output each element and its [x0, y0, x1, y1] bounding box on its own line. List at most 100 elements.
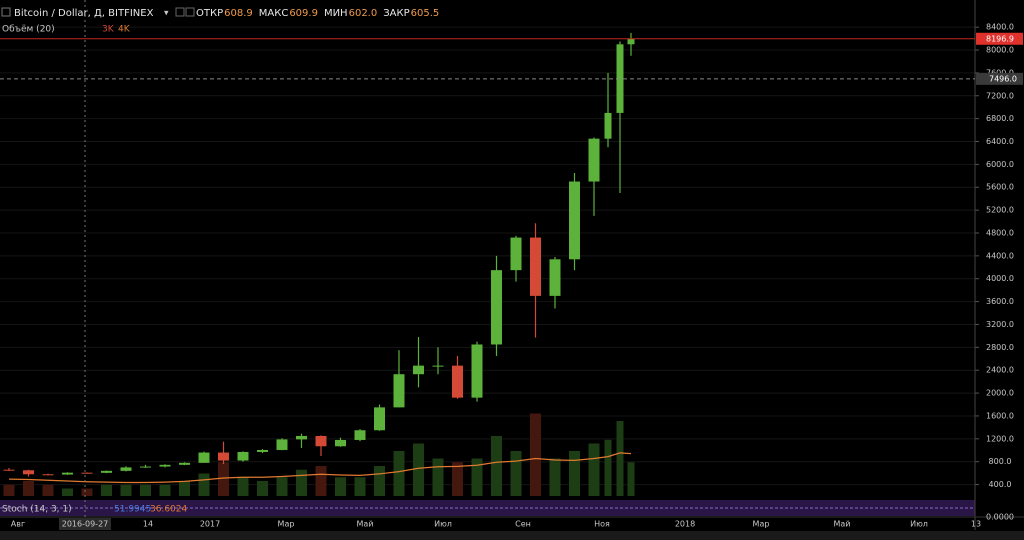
- volume-bar: [101, 484, 112, 496]
- candle-body: [354, 430, 366, 440]
- candle-body: [179, 462, 190, 465]
- volume-bar: [257, 481, 268, 496]
- candle-body: [588, 138, 600, 182]
- volume-bar: [81, 488, 93, 496]
- volume-bar: [62, 488, 73, 496]
- volume-bar: [616, 421, 624, 496]
- candle-body: [510, 237, 522, 271]
- volume-bar: [276, 477, 288, 496]
- x-tick-label: Авг: [11, 520, 25, 529]
- candle-body: [374, 407, 385, 431]
- x-tick-label: Май: [833, 520, 850, 529]
- volume-pane: [3, 413, 635, 496]
- candle-body: [237, 451, 249, 461]
- volume-bar: [140, 484, 151, 496]
- x-tick-label: 2018: [675, 520, 695, 529]
- candle-body: [616, 44, 624, 113]
- candle-body: [491, 270, 502, 345]
- volume-legend-title: Объём (20): [2, 25, 55, 35]
- candle-body: [276, 439, 288, 450]
- volume-bar: [530, 413, 541, 496]
- volume-bar: [491, 436, 502, 496]
- ohlc-value: 608.9: [224, 8, 253, 19]
- stoch-legend-value: 51.9945: [114, 505, 151, 515]
- volume-bar: [374, 466, 385, 496]
- x-tick-label: 2017: [200, 520, 220, 529]
- volume-bar: [432, 458, 444, 496]
- candle-body: [62, 472, 73, 475]
- candle-body: [42, 474, 54, 476]
- candle-body: [432, 365, 444, 367]
- volume-bar: [549, 458, 561, 496]
- y-tick-label: 2000.0: [986, 389, 1014, 398]
- ohlc-legend: ОТКР 608.9 МАКС 609.9 МИН 602.0 ЗАКР 605.5: [196, 8, 439, 19]
- candle-body: [471, 344, 483, 398]
- x-tick-label: 14: [143, 520, 153, 529]
- y-tick-label: 6400.0: [986, 137, 1014, 146]
- stoch-legend-title: Stoch (14, 3, 1): [2, 505, 72, 515]
- volume-bar: [42, 484, 54, 496]
- ohlc-label: МАКС: [259, 8, 289, 19]
- candle-body: [296, 435, 307, 440]
- candle-body: [218, 452, 229, 461]
- y-tick-label: 8000.0: [986, 46, 1014, 55]
- candle-body: [81, 472, 93, 474]
- stoch-legend-value: 36.6024: [150, 505, 187, 515]
- candle-body: [3, 469, 15, 471]
- y-tick-label: 7200.0: [986, 91, 1014, 100]
- candle-body: [101, 470, 112, 473]
- candle-body: [140, 466, 151, 468]
- y-tick-label: 4400.0: [986, 251, 1014, 260]
- volume-bar: [510, 451, 522, 496]
- x-tick-label: 2016-09-27: [62, 520, 109, 529]
- stoch-axis-label: 0.0000: [986, 513, 1014, 522]
- candle-body: [569, 181, 580, 260]
- x-tick-label: Мар: [278, 520, 295, 529]
- volume-bar: [179, 481, 190, 496]
- last-price-box: [976, 32, 1023, 45]
- candle-body: [452, 365, 463, 398]
- x-tick-label: Июл: [434, 520, 452, 529]
- candles: [3, 32, 635, 477]
- volume-ma-line: [8, 452, 632, 484]
- y-tick-label: 2400.0: [986, 366, 1014, 375]
- volume-bar: [159, 484, 171, 496]
- x-tick-label: Сен: [515, 520, 531, 529]
- volume-bar: [604, 439, 612, 496]
- volume-bar: [588, 443, 600, 496]
- volume-bar: [335, 477, 346, 496]
- ohlc-value: 609.9: [289, 8, 318, 19]
- candle-body: [627, 38, 635, 45]
- y-tick-label: 5600.0: [986, 183, 1014, 192]
- volume-bar: [569, 451, 580, 496]
- volume-legend-value: 4K: [118, 25, 131, 35]
- volume-bar: [23, 481, 34, 496]
- icon[interactable]: [185, 7, 195, 17]
- icon: [1, 7, 11, 17]
- candle-body: [335, 439, 346, 447]
- x-tick-label: Мар: [753, 520, 770, 529]
- y-tick-label: 800.0: [989, 457, 1012, 466]
- y-tick-label: 1200.0: [986, 434, 1014, 443]
- ohlc-value: 602.0: [349, 8, 378, 19]
- y-tick-label: 4800.0: [986, 228, 1014, 237]
- y-tick-label: 6800.0: [986, 114, 1014, 123]
- volume-legend-value: 3K: [102, 25, 115, 35]
- toolbar: [0, 531, 1024, 540]
- volume-bar: [413, 443, 424, 496]
- volume-bar: [354, 477, 366, 496]
- x-tick-label: Июл: [910, 520, 928, 529]
- chart-title: Bitcoin / Dollar, Д, BITFINEX: [14, 8, 154, 19]
- candle-body: [159, 464, 171, 467]
- volume-bar: [452, 462, 463, 496]
- crosshair-price-label: 7496.0: [989, 74, 1017, 83]
- grid: 400.0 800.0 1200.0 1600.0 2000.0 2400.0 2800.0…: [0, 23, 1014, 489]
- candle-body: [393, 374, 405, 408]
- icon[interactable]: [175, 7, 185, 17]
- menu-arrow[interactable]: ▾: [164, 9, 169, 19]
- y-tick-label: 3600.0: [986, 297, 1014, 306]
- candle-body: [315, 435, 327, 447]
- volume-bar: [315, 466, 327, 496]
